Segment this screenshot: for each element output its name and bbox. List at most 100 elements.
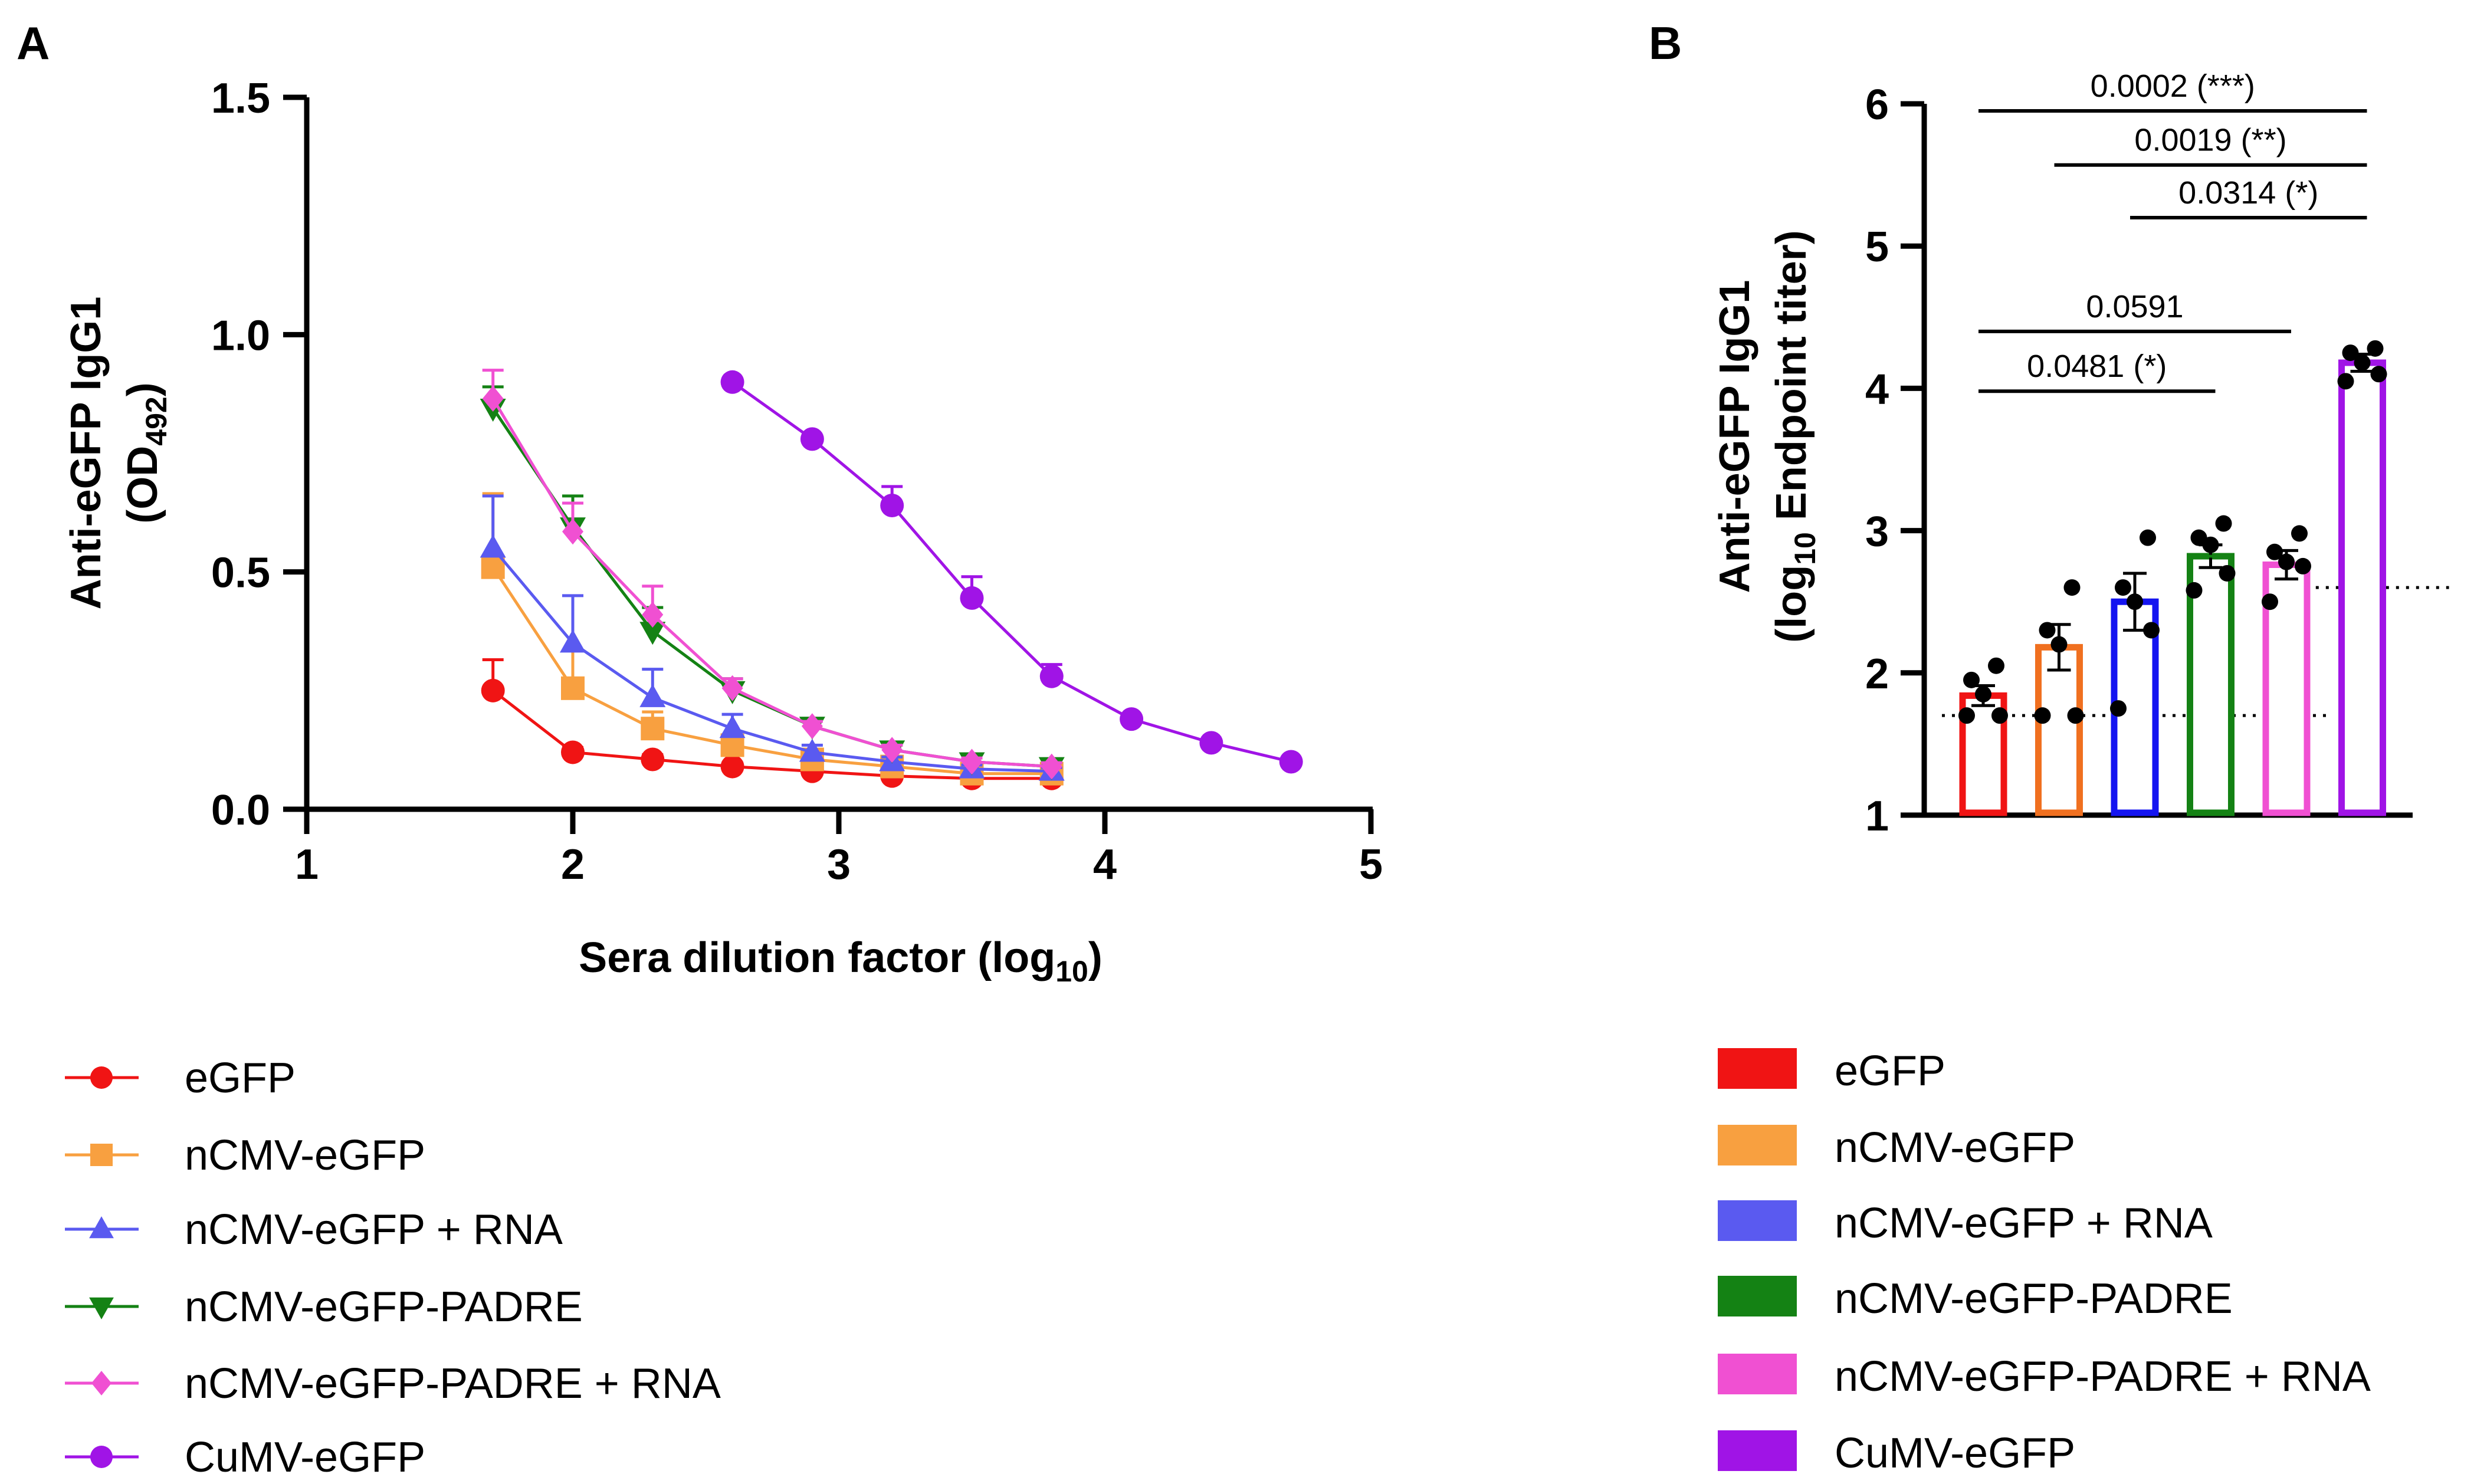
legend-a-item-ncmv-egfp-padre: nCMV-eGFP-PADRE	[65, 1283, 583, 1331]
data-point	[2186, 582, 2203, 599]
legend-b-label: nCMV-eGFP-PADRE	[1835, 1275, 2233, 1322]
data-point-marker	[1120, 707, 1144, 731]
legend-b-item-ncmv-egfp: nCMV-eGFP	[1718, 1124, 2075, 1171]
panel-a-legend: eGFP nCMV-eGFP nCMV-eGFP + RNA nCMV-eGFP…	[65, 1055, 721, 1481]
legend-a-item-egfp: eGFP	[65, 1055, 296, 1102]
x-tick-label: 5	[1359, 841, 1383, 888]
legend-a-item-cumv-egfp: CuMV-eGFP	[65, 1434, 425, 1481]
data-point-marker	[799, 738, 825, 762]
legend-b-label: eGFP	[1835, 1048, 1945, 1095]
data-point	[2063, 579, 2081, 596]
data-point	[1958, 707, 1975, 724]
bar-group-5	[2337, 340, 2387, 816]
data-point	[482, 385, 504, 412]
data-point	[2115, 579, 2131, 596]
series-line	[492, 689, 1052, 780]
data-point	[800, 427, 824, 451]
y-tick-label: 1.0	[211, 312, 270, 359]
x-tick-label: 2	[561, 841, 585, 888]
data-point	[1039, 664, 1064, 688]
data-point-marker	[801, 713, 823, 740]
legend-marker-shape	[91, 1371, 112, 1396]
data-point	[560, 629, 586, 653]
legend-b-label: nCMV-eGFP	[1835, 1124, 2075, 1171]
data-point-marker	[639, 684, 666, 707]
series-2	[480, 494, 1065, 781]
data-point-marker	[480, 534, 506, 558]
panel-b-legend: eGFP nCMV-eGFP nCMV-eGFP + RNA nCMV-eGFP…	[1718, 1048, 2371, 1477]
panel-a-x-axis-title: Sera dilution factor (log10)	[579, 934, 1103, 988]
x-tick-label: 4	[1093, 841, 1117, 888]
legend-b-item-ncmv-egfp-padre-rna: nCMV-eGFP-PADRE + RNA	[1718, 1353, 2371, 1400]
data-point	[641, 747, 665, 771]
panel-b-ticks: 1 2 3 4 5 6	[1865, 81, 1924, 840]
legend-b-swatch	[1718, 1200, 1797, 1241]
y-tick-label: 5	[1865, 224, 1889, 271]
data-point	[1963, 671, 1980, 688]
data-point	[2370, 366, 2387, 383]
legend-marker-shape	[90, 1446, 113, 1468]
comparison-label: 0.0591	[2086, 289, 2183, 324]
data-point-marker	[960, 586, 984, 610]
legend-marker-shape	[90, 1144, 113, 1166]
data-point	[961, 748, 983, 775]
data-point	[1279, 750, 1303, 774]
panel-a-y-axis-title: Anti-eGFP IgG1 (OD492)	[63, 297, 173, 610]
data-point	[720, 754, 744, 779]
data-point	[720, 370, 744, 394]
legend-marker-shape	[89, 1216, 114, 1239]
data-point	[639, 622, 666, 645]
data-point	[641, 717, 665, 741]
data-point	[2143, 622, 2160, 639]
data-point-marker	[800, 427, 824, 451]
y-tick-label: 1.5	[211, 75, 270, 122]
panel-a-series	[480, 369, 1303, 790]
data-point	[960, 586, 984, 610]
data-point	[1041, 753, 1062, 780]
comparison-label: 0.0481 (*)	[2027, 349, 2167, 384]
data-point	[2190, 529, 2207, 546]
data-point	[2110, 700, 2127, 717]
data-point-marker	[720, 754, 744, 779]
data-point-marker	[639, 622, 666, 645]
legend-a-label: nCMV-eGFP-PADRE + RNA	[185, 1360, 721, 1407]
data-point-marker	[881, 737, 903, 763]
legend-a-item-ncmv-egfp-rna: nCMV-eGFP + RNA	[65, 1206, 563, 1253]
legend-a-marker	[91, 1371, 112, 1396]
series-5	[720, 370, 1303, 774]
data-point-marker	[1199, 731, 1223, 755]
data-point	[562, 518, 583, 545]
data-point	[1991, 707, 2008, 724]
comparison-label: 0.0314 (*)	[2178, 175, 2318, 211]
legend-b-swatch	[1718, 1125, 1797, 1165]
data-point-marker	[1279, 750, 1303, 774]
y-tick-label: 0.5	[211, 550, 270, 597]
data-point	[480, 534, 506, 558]
data-point-marker	[880, 494, 904, 518]
legend-b-swatch	[1718, 1354, 1797, 1394]
data-point	[881, 737, 903, 763]
y-tick-label: 4	[1865, 366, 1889, 413]
data-point	[721, 675, 743, 701]
y-tick-label: 0.0	[211, 787, 270, 834]
data-point-marker	[562, 518, 583, 545]
bar-group-1	[2034, 579, 2084, 816]
y-tick-label: 1	[1865, 793, 1889, 840]
data-point-marker	[1039, 664, 1064, 688]
data-point	[2342, 344, 2359, 362]
data-point	[2034, 707, 2051, 724]
bar	[2035, 643, 2083, 816]
data-point	[2354, 354, 2371, 371]
legend-marker-shape	[89, 1297, 114, 1319]
data-point	[801, 713, 823, 740]
bar	[2338, 359, 2386, 816]
data-point-marker	[561, 740, 585, 764]
legend-b-label: nCMV-eGFP + RNA	[1835, 1200, 2213, 1247]
data-point	[799, 738, 825, 762]
legend-marker-shape	[90, 1066, 113, 1089]
panel-a-ticks: 1 2 3 4 5 0.0 0.5 1.0 1.5	[211, 75, 1383, 888]
legend-a-label: nCMV-eGFP-PADRE	[185, 1283, 583, 1331]
bar-group-2	[2110, 529, 2160, 816]
legend-b-swatch	[1718, 1276, 1797, 1316]
